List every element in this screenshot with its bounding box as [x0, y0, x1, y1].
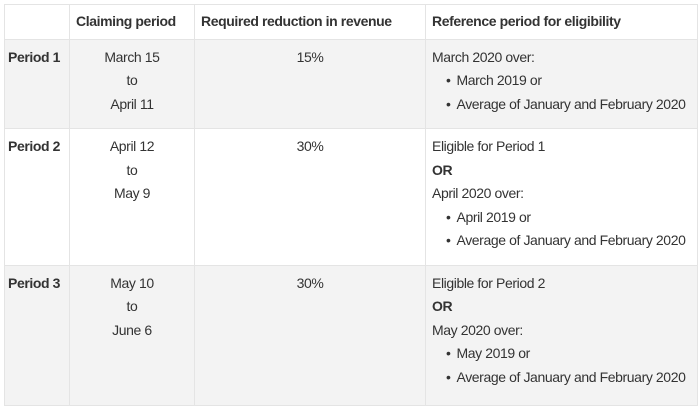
bullet-item: Average of January and February 2020 — [446, 93, 691, 117]
end-date: June 6 — [112, 321, 152, 338]
end-date: April 11 — [110, 95, 154, 112]
period-label: Period 2 — [4, 128, 70, 266]
or-label: OR — [432, 298, 453, 314]
reference-text: April 2020 over: — [432, 185, 524, 201]
prior-eligibility: Eligible for Period 2 — [432, 274, 545, 291]
header-required-reduction: Required reduction in revenue — [194, 4, 426, 40]
table-row: Period 1 March 15 to April 11 15% March 20… — [4, 38, 698, 129]
to-label: to — [126, 161, 138, 178]
to-label: to — [126, 298, 138, 314]
reference-text: May 2020 over: — [432, 321, 523, 338]
header-claiming-period: Claiming period — [69, 4, 195, 40]
table-row: Period 3 May 10 to June 6 30% Eligible for… — [4, 264, 698, 406]
bullet-item: Average of January and February 2020 — [446, 229, 691, 253]
period-label: Period 3 — [4, 264, 70, 406]
bullet-item: May 2019 or — [446, 342, 691, 366]
bullet-list: March 2019 orAverage of January and Febr… — [432, 69, 691, 116]
start-date: April 12 — [109, 138, 155, 154]
reference-text: March 2020 over: — [432, 48, 535, 65]
start-date: March 15 — [104, 48, 160, 65]
or-label: OR — [432, 161, 453, 178]
claiming-period: March 15 to April 11 — [69, 38, 195, 129]
reduction: 30% — [194, 264, 426, 406]
bullet-item: Average of January and February 2020 — [446, 366, 691, 390]
reference-period: Eligible for Period 1 OR April 2020 over… — [425, 128, 698, 266]
prior-eligibility: Eligible for Period 1 — [432, 138, 545, 154]
header-blank — [4, 4, 70, 40]
claiming-period: May 10 to June 6 — [69, 264, 195, 406]
table-row: Period 2 April 12 to May 9 30% Eligible fo… — [4, 128, 698, 266]
eligibility-table: Claiming period Required reduction in re… — [4, 4, 698, 406]
reduction: 30% — [194, 128, 426, 266]
claiming-period: April 12 to May 9 — [69, 128, 195, 266]
header-reference-period: Reference period for eligibility — [425, 4, 698, 40]
reference-period: March 2020 over: March 2019 orAverage of… — [425, 38, 698, 129]
bullet-list: April 2019 orAverage of January and Febr… — [432, 206, 691, 253]
reference-period: Eligible for Period 2 OR May 2020 over: … — [425, 264, 698, 406]
bullet-item: April 2019 or — [446, 206, 691, 230]
reduction: 15% — [194, 38, 426, 129]
period-label: Period 1 — [4, 38, 70, 129]
end-date: May 9 — [113, 185, 151, 201]
bullet-list: May 2019 orAverage of January and Februa… — [432, 342, 691, 389]
header-row: Claiming period Required reduction in re… — [4, 4, 698, 40]
to-label: to — [126, 72, 138, 88]
start-date: May 10 — [110, 274, 154, 291]
bullet-item: March 2019 or — [446, 69, 691, 93]
